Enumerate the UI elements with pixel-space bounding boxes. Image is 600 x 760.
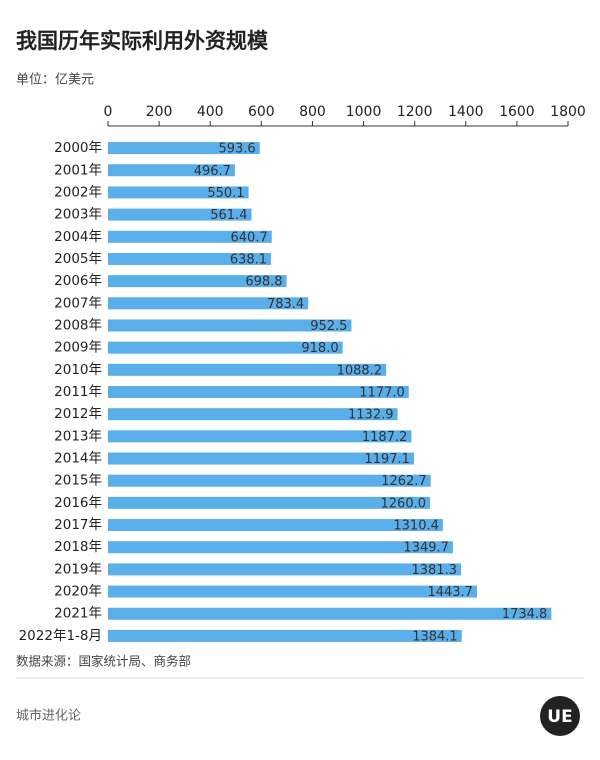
y-tick-label: 2011年 — [54, 384, 102, 400]
value-label: 1310.4 — [393, 519, 439, 534]
chart-title: 我国历年实际利用外资规模 — [16, 29, 269, 53]
x-tick-label: 1400 — [448, 104, 484, 120]
y-tick-label: 2007年 — [54, 295, 102, 311]
y-tick-label: 2016年 — [54, 495, 102, 511]
bar — [108, 164, 235, 177]
y-tick-label: 2009年 — [54, 340, 102, 356]
bar — [108, 186, 249, 199]
y-tick-label: 2010年 — [54, 362, 102, 378]
bar — [108, 563, 461, 576]
footer: 城市进化论 — [16, 708, 81, 724]
value-label: 640.7 — [231, 230, 268, 245]
value-label: 1384.1 — [412, 629, 458, 644]
bar — [108, 452, 414, 465]
y-tick-label: 2015年 — [54, 473, 102, 489]
value-label: 1260.0 — [381, 496, 427, 511]
x-tick-label: 1200 — [397, 104, 433, 120]
x-tick-label: 1800 — [550, 104, 586, 120]
value-label: 1349.7 — [403, 541, 449, 556]
bar — [108, 386, 409, 398]
y-tick-label: 2003年 — [54, 207, 102, 223]
bar — [108, 430, 412, 443]
value-label: 1177.0 — [359, 386, 405, 401]
y-tick-label: 2019年 — [54, 561, 102, 577]
y-tick-label: 2006年 — [54, 273, 102, 289]
y-tick-label: 2004年 — [54, 229, 102, 245]
x-tick-label: 1600 — [499, 104, 535, 120]
logo: UE — [547, 707, 572, 727]
y-tick-label: 2000年 — [54, 140, 102, 156]
value-label: 1132.9 — [348, 408, 394, 423]
value-label: 561.4 — [210, 208, 247, 223]
y-tick-label: 2022年1-8月 — [19, 628, 102, 644]
y-tick-label: 2014年 — [54, 451, 102, 467]
bar — [108, 408, 398, 421]
bar — [108, 341, 343, 354]
bar — [108, 275, 287, 288]
value-label: 1088.2 — [337, 363, 383, 378]
y-tick-label: 2002年 — [54, 184, 102, 200]
x-tick-label: 0 — [104, 104, 113, 120]
y-tick-label: 2001年 — [54, 162, 102, 178]
value-label: 1443.7 — [427, 585, 473, 600]
y-tick-label: 2012年 — [54, 406, 102, 422]
x-tick-label: 200 — [146, 104, 173, 120]
bar — [108, 363, 387, 376]
x-tick-label: 800 — [299, 104, 326, 120]
y-tick-label: 2013年 — [54, 428, 102, 444]
bar — [108, 496, 430, 509]
x-tick-label: 400 — [197, 104, 224, 120]
bar — [108, 629, 462, 642]
bar — [108, 585, 477, 598]
value-label: 593.6 — [218, 142, 255, 157]
value-label: 550.1 — [207, 186, 244, 201]
logo-badge — [540, 696, 580, 736]
bar — [108, 474, 431, 487]
bar — [108, 319, 352, 332]
x-tick-label: 1000 — [346, 104, 382, 120]
x-tick-label: 600 — [248, 104, 275, 120]
bar — [108, 252, 272, 265]
bar — [108, 208, 252, 221]
bar — [108, 297, 309, 310]
y-tick-label: 2020年 — [54, 584, 102, 600]
chart-subtitle: 单位：亿美元 — [16, 73, 94, 88]
value-label: 952.5 — [310, 319, 347, 334]
bar — [108, 519, 443, 532]
value-label: 496.7 — [194, 164, 231, 179]
bar — [108, 142, 260, 155]
y-tick-label: 2017年 — [54, 517, 102, 533]
value-label: 1381.3 — [411, 563, 457, 578]
y-tick-label: 2005年 — [54, 251, 102, 267]
value-label: 1197.1 — [364, 452, 410, 467]
y-tick-label: 2018年 — [54, 539, 102, 555]
y-tick-label: 2021年 — [54, 606, 102, 622]
bar — [108, 230, 272, 243]
value-label: 1734.8 — [502, 607, 548, 622]
source: 数据来源：国家统计局、商务部 — [16, 654, 191, 669]
bar — [108, 541, 453, 554]
y-tick-label: 2008年 — [54, 317, 102, 333]
bar — [108, 607, 552, 620]
value-label: 918.0 — [301, 341, 338, 356]
value-label: 783.4 — [267, 297, 304, 312]
value-label: 1262.7 — [381, 474, 427, 489]
value-label: 638.1 — [230, 252, 267, 267]
value-label: 1187.2 — [362, 430, 408, 445]
value-label: 698.8 — [245, 275, 282, 290]
